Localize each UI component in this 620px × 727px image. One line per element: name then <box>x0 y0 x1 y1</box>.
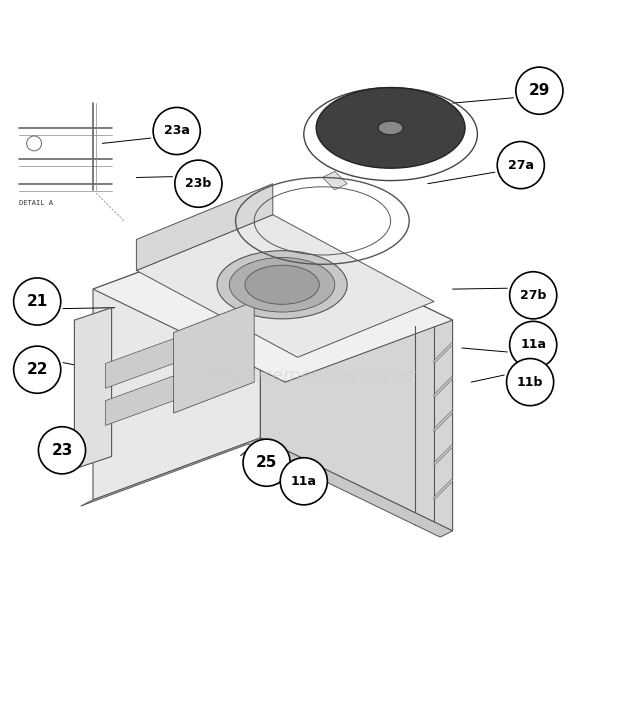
Text: 27b: 27b <box>520 289 546 302</box>
Circle shape <box>510 321 557 369</box>
Polygon shape <box>93 227 453 382</box>
Ellipse shape <box>245 265 319 305</box>
Polygon shape <box>434 342 453 364</box>
Polygon shape <box>136 184 273 270</box>
Circle shape <box>14 278 61 325</box>
Circle shape <box>280 458 327 505</box>
Text: 11a: 11a <box>520 338 546 351</box>
Circle shape <box>38 427 86 474</box>
Polygon shape <box>434 478 453 500</box>
Circle shape <box>14 346 61 393</box>
Circle shape <box>516 67 563 114</box>
Polygon shape <box>434 410 453 432</box>
Polygon shape <box>260 227 453 531</box>
Polygon shape <box>105 339 174 388</box>
Polygon shape <box>322 172 347 190</box>
Circle shape <box>153 108 200 155</box>
Text: 23a: 23a <box>164 124 190 137</box>
Text: 22: 22 <box>27 362 48 377</box>
Text: 21: 21 <box>27 294 48 309</box>
Polygon shape <box>105 376 174 425</box>
Text: DETAIL A: DETAIL A <box>19 201 53 206</box>
Text: eReplacementParts.com: eReplacementParts.com <box>200 367 420 385</box>
Polygon shape <box>93 227 260 500</box>
Text: 25: 25 <box>256 455 277 470</box>
Polygon shape <box>136 214 434 357</box>
Ellipse shape <box>378 121 403 134</box>
Polygon shape <box>434 376 453 398</box>
Circle shape <box>510 272 557 319</box>
Polygon shape <box>74 308 112 469</box>
Polygon shape <box>81 438 453 537</box>
Text: 11a: 11a <box>291 475 317 488</box>
Circle shape <box>175 160 222 207</box>
Text: 29: 29 <box>529 83 550 98</box>
Circle shape <box>243 439 290 486</box>
Text: 23b: 23b <box>185 177 211 190</box>
Ellipse shape <box>316 87 465 168</box>
Ellipse shape <box>229 257 335 312</box>
Ellipse shape <box>217 251 347 319</box>
Polygon shape <box>434 444 453 466</box>
Text: 11b: 11b <box>517 376 543 389</box>
Circle shape <box>507 358 554 406</box>
Text: 23: 23 <box>51 443 73 458</box>
Text: 27a: 27a <box>508 158 534 172</box>
Circle shape <box>497 142 544 189</box>
Polygon shape <box>174 302 254 413</box>
